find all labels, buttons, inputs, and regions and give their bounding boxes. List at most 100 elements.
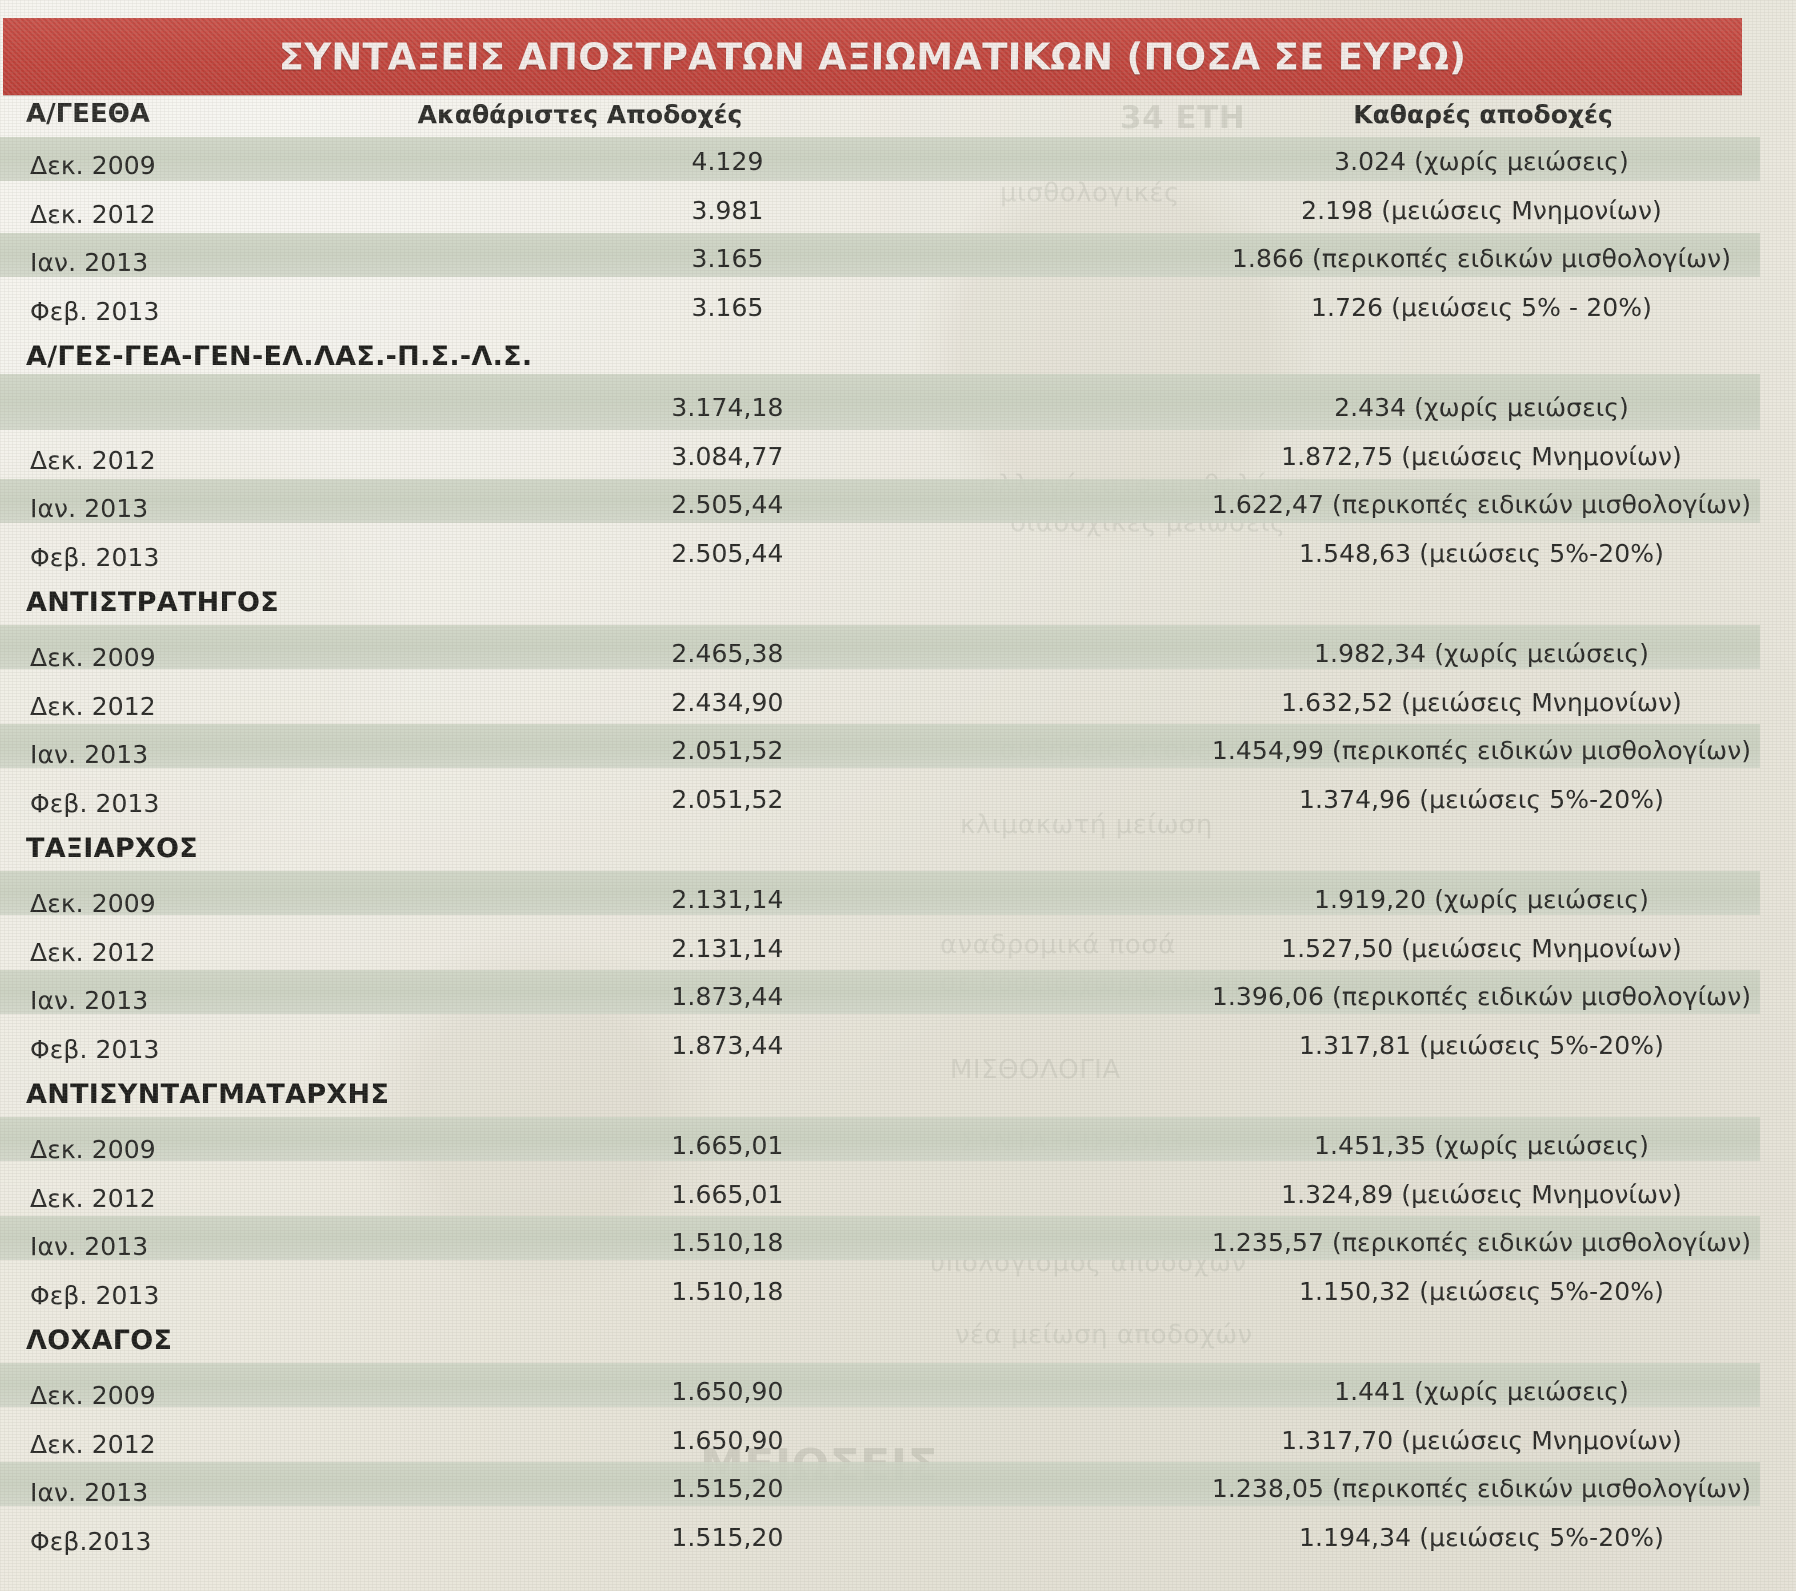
row-net: 1.324,89 (μειώσεις Μνημονίων) xyxy=(1281,1179,1682,1209)
row-gross: 1.510,18 xyxy=(671,1228,784,1257)
row-net: 1.396,06 (περικοπές ειδικών μισθολογίων) xyxy=(1211,982,1752,1011)
row-net: 1.548,63 (μειώσεις 5%-20%) xyxy=(1299,538,1664,568)
section-title: ΑΝΤΙΣΥΝΤΑΓΜΑΤΑΡΧΗΣ xyxy=(26,1079,390,1110)
row-net: 1.235,57 (περικοπές ειδικών μισθολογίων) xyxy=(1211,1228,1752,1257)
row-period: Φεβ. 2013 xyxy=(30,1280,160,1310)
row-period: Δεκ. 2012 xyxy=(30,199,156,229)
row-net: 2.434 (χωρίς μειώσεις) xyxy=(1334,393,1629,422)
table-row: Ιαν. 2013 1.510,18 1.235,57 (περικοπές ε… xyxy=(0,1216,1796,1270)
row-net: 1.919,20 (χωρίς μειώσεις) xyxy=(1314,885,1649,914)
table-row: Φεβ. 2013 1.873,44 1.317,81 (μειώσεις 5%… xyxy=(0,1024,1796,1073)
row-period: Δεκ. 2012 xyxy=(30,691,156,721)
table-row: Δεκ. 2009 1.665,01 1.451,35 (χωρίς μειώσ… xyxy=(0,1117,1796,1173)
row-gross: 3.084,77 xyxy=(671,441,784,471)
row-net: 1.451,35 (χωρίς μειώσεις) xyxy=(1314,1131,1649,1160)
table-row: Φεβ. 2013 2.051,52 1.374,96 (μειώσεις 5%… xyxy=(0,778,1796,827)
table-row: Δεκ. 2012 1.665,01 1.324,89 (μειώσεις Μν… xyxy=(0,1173,1796,1222)
table-row: Δεκ. 2009 1.650,90 1.441 (χωρίς μειώσεις… xyxy=(0,1363,1796,1419)
row-gross: 1.665,01 xyxy=(671,1131,784,1160)
pension-table: Α/ΓΕΕΘΑ Ακαθάριστες Αποδοχές Καθαρές απο… xyxy=(0,96,1796,1564)
row-net: 1.866 (περικοπές ειδικών μισθολογίων) xyxy=(1231,244,1732,273)
table-row: Δεκ. 2012 3.981 2.198 (μειώσεις Μνημονίω… xyxy=(0,189,1796,238)
row-period: Δεκ. 2012 xyxy=(30,445,156,475)
row-net: 1.374,96 (μειώσεις 5%-20%) xyxy=(1299,784,1664,814)
row-net: 1.982,34 (χωρίς μειώσεις) xyxy=(1314,639,1649,668)
row-gross: 1.650,90 xyxy=(671,1425,784,1455)
section-title: Α/ΓΕΣ-ΓΕΑ-ΓΕΝ-ΕΛ.ΛΑΣ.-Π.Σ.-Λ.Σ. xyxy=(26,341,533,372)
row-gross: 1.515,20 xyxy=(671,1522,784,1552)
row-period: Δεκ. 2009 xyxy=(30,643,156,672)
row-period: Ιαν. 2013 xyxy=(30,740,149,769)
section-title: ΛΟΧΑΓΟΣ xyxy=(26,1325,173,1356)
section-header: ΤΑΞΙΑΡΧΟΣ xyxy=(0,826,1796,878)
title-banner: ΣΥΝΤΑΞΕΙΣ ΑΠΟΣΤΡΑΤΩΝ ΑΞΙΩΜΑΤΙΚΩΝ (ΠΟΣΑ Σ… xyxy=(3,18,1742,95)
row-gross: 2.131,14 xyxy=(671,933,784,963)
row-period: Δεκ. 2009 xyxy=(30,1135,156,1164)
row-period: Δεκ. 2012 xyxy=(30,1429,156,1459)
row-period: Ιαν. 2013 xyxy=(30,248,149,277)
table-row: Ιαν. 2013 2.505,44 1.622,47 (περικοπές ε… xyxy=(0,479,1796,532)
row-period: Φεβ. 2013 xyxy=(30,1034,160,1064)
row-gross: 1.650,90 xyxy=(671,1377,784,1406)
row-period: Δεκ. 2012 xyxy=(30,937,156,967)
table-row: Δεκ. 2009 2.131,14 1.919,20 (χωρίς μειώσ… xyxy=(0,871,1796,927)
row-net: 1.194,34 (μειώσεις 5%-20%) xyxy=(1299,1522,1664,1552)
row-net: 1.726 (μειώσεις 5% - 20%) xyxy=(1311,292,1652,322)
table-row: Δεκ. 2009 2.465,38 1.982,34 (χωρίς μειώσ… xyxy=(0,625,1796,681)
table-row: Φεβ.2013 1.515,20 1.194,34 (μειώσεις 5%-… xyxy=(0,1516,1796,1565)
row-period: Ιαν. 2013 xyxy=(30,1478,149,1507)
row-period: Φεβ.2013 xyxy=(30,1526,152,1556)
row-period: Δεκ. 2009 xyxy=(30,889,156,918)
row-net: 1.150,32 (μειώσεις 5%-20%) xyxy=(1299,1276,1664,1306)
row-gross: 2.051,52 xyxy=(671,736,784,765)
row-period: Ιαν. 2013 xyxy=(30,986,149,1015)
column-header-gross: Ακαθάριστες Αποδοχές xyxy=(417,100,743,129)
table-row: Δεκ. 2012 2.434,90 1.632,52 (μειώσεις Μν… xyxy=(0,681,1796,730)
row-gross: 1.515,20 xyxy=(671,1474,784,1503)
row-net: 1.527,50 (μειώσεις Μνημονίων) xyxy=(1281,933,1682,963)
section-header: ΑΝΤΙΣΤΡΑΤΗΓΟΣ xyxy=(0,580,1796,632)
table-header-row: Α/ΓΕΕΘΑ Ακαθάριστες Αποδοχές Καθαρές απο… xyxy=(0,96,1796,140)
row-period: Δεκ. 2009 xyxy=(30,151,156,180)
row-gross: 4.129 xyxy=(691,147,764,176)
section-header: ΛΟΧΑΓΟΣ xyxy=(0,1318,1796,1370)
table-row: 3.174,18 2.434 (χωρίς μειώσεις) xyxy=(0,374,1796,435)
section-header: ΑΝΤΙΣΥΝΤΑΓΜΑΤΑΡΧΗΣ xyxy=(0,1072,1796,1124)
row-period: Φεβ. 2013 xyxy=(30,296,160,326)
row-gross: 2.505,44 xyxy=(671,490,784,519)
row-period: Φεβ. 2013 xyxy=(30,542,160,572)
row-net: 2.198 (μειώσεις Μνημονίων) xyxy=(1301,195,1662,225)
table-row: Ιαν. 2013 1.873,44 1.396,06 (περικοπές ε… xyxy=(0,970,1796,1024)
row-gross: 2.465,38 xyxy=(671,639,784,668)
table-row: Ιαν. 2013 3.165 1.866 (περικοπές ειδικών… xyxy=(0,233,1796,286)
row-net: 1.317,70 (μειώσεις Μνημονίων) xyxy=(1281,1425,1682,1455)
table-row: Φεβ. 2013 2.505,44 1.548,63 (μειώσεις 5%… xyxy=(0,532,1796,581)
row-net: 1.622,47 (περικοπές ειδικών μισθολογίων) xyxy=(1211,490,1752,519)
row-period: Φεβ. 2013 xyxy=(30,788,160,818)
section-title: ΤΑΞΙΑΡΧΟΣ xyxy=(26,833,199,864)
section-header: Α/ΓΕΣ-ΓΕΑ-ΓΕΝ-ΕΛ.ΛΑΣ.-Π.Σ.-Λ.Σ. xyxy=(0,334,1796,386)
row-gross: 1.873,44 xyxy=(671,982,784,1011)
row-period: Ιαν. 2013 xyxy=(30,494,149,523)
row-net: 1.441 (χωρίς μειώσεις) xyxy=(1334,1377,1629,1406)
row-net: 3.024 (χωρίς μειώσεις) xyxy=(1334,147,1629,176)
section-title: ΑΝΤΙΣΤΡΑΤΗΓΟΣ xyxy=(26,587,280,618)
row-gross: 1.665,01 xyxy=(671,1179,784,1209)
row-gross: 2.434,90 xyxy=(671,687,784,717)
table-row: Δεκ. 2012 3.084,77 1.872,75 (μειώσεις Μν… xyxy=(0,435,1796,484)
table-row: Φεβ. 2013 3.165 1.726 (μειώσεις 5% - 20%… xyxy=(0,286,1796,335)
column-header-net: Καθαρές αποδοχές xyxy=(1353,100,1613,129)
row-period: Ιαν. 2013 xyxy=(30,1232,149,1261)
table-row: Δεκ. 2009 4.129 3.024 (χωρίς μειώσεις) xyxy=(0,137,1796,189)
row-gross: 2.131,14 xyxy=(671,885,784,914)
table-row: Ιαν. 2013 2.051,52 1.454,99 (περικοπές ε… xyxy=(0,724,1796,778)
row-gross: 3.981 xyxy=(691,195,764,225)
row-net: 1.632,52 (μειώσεις Μνημονίων) xyxy=(1281,687,1682,717)
row-gross: 3.165 xyxy=(691,292,764,322)
row-gross: 1.510,18 xyxy=(671,1276,784,1306)
row-gross: 2.505,44 xyxy=(671,538,784,568)
row-net: 1.238,05 (περικοπές ειδικών μισθολογίων) xyxy=(1211,1474,1752,1503)
row-period: Δεκ. 2012 xyxy=(30,1183,156,1213)
row-gross: 1.873,44 xyxy=(671,1030,784,1060)
